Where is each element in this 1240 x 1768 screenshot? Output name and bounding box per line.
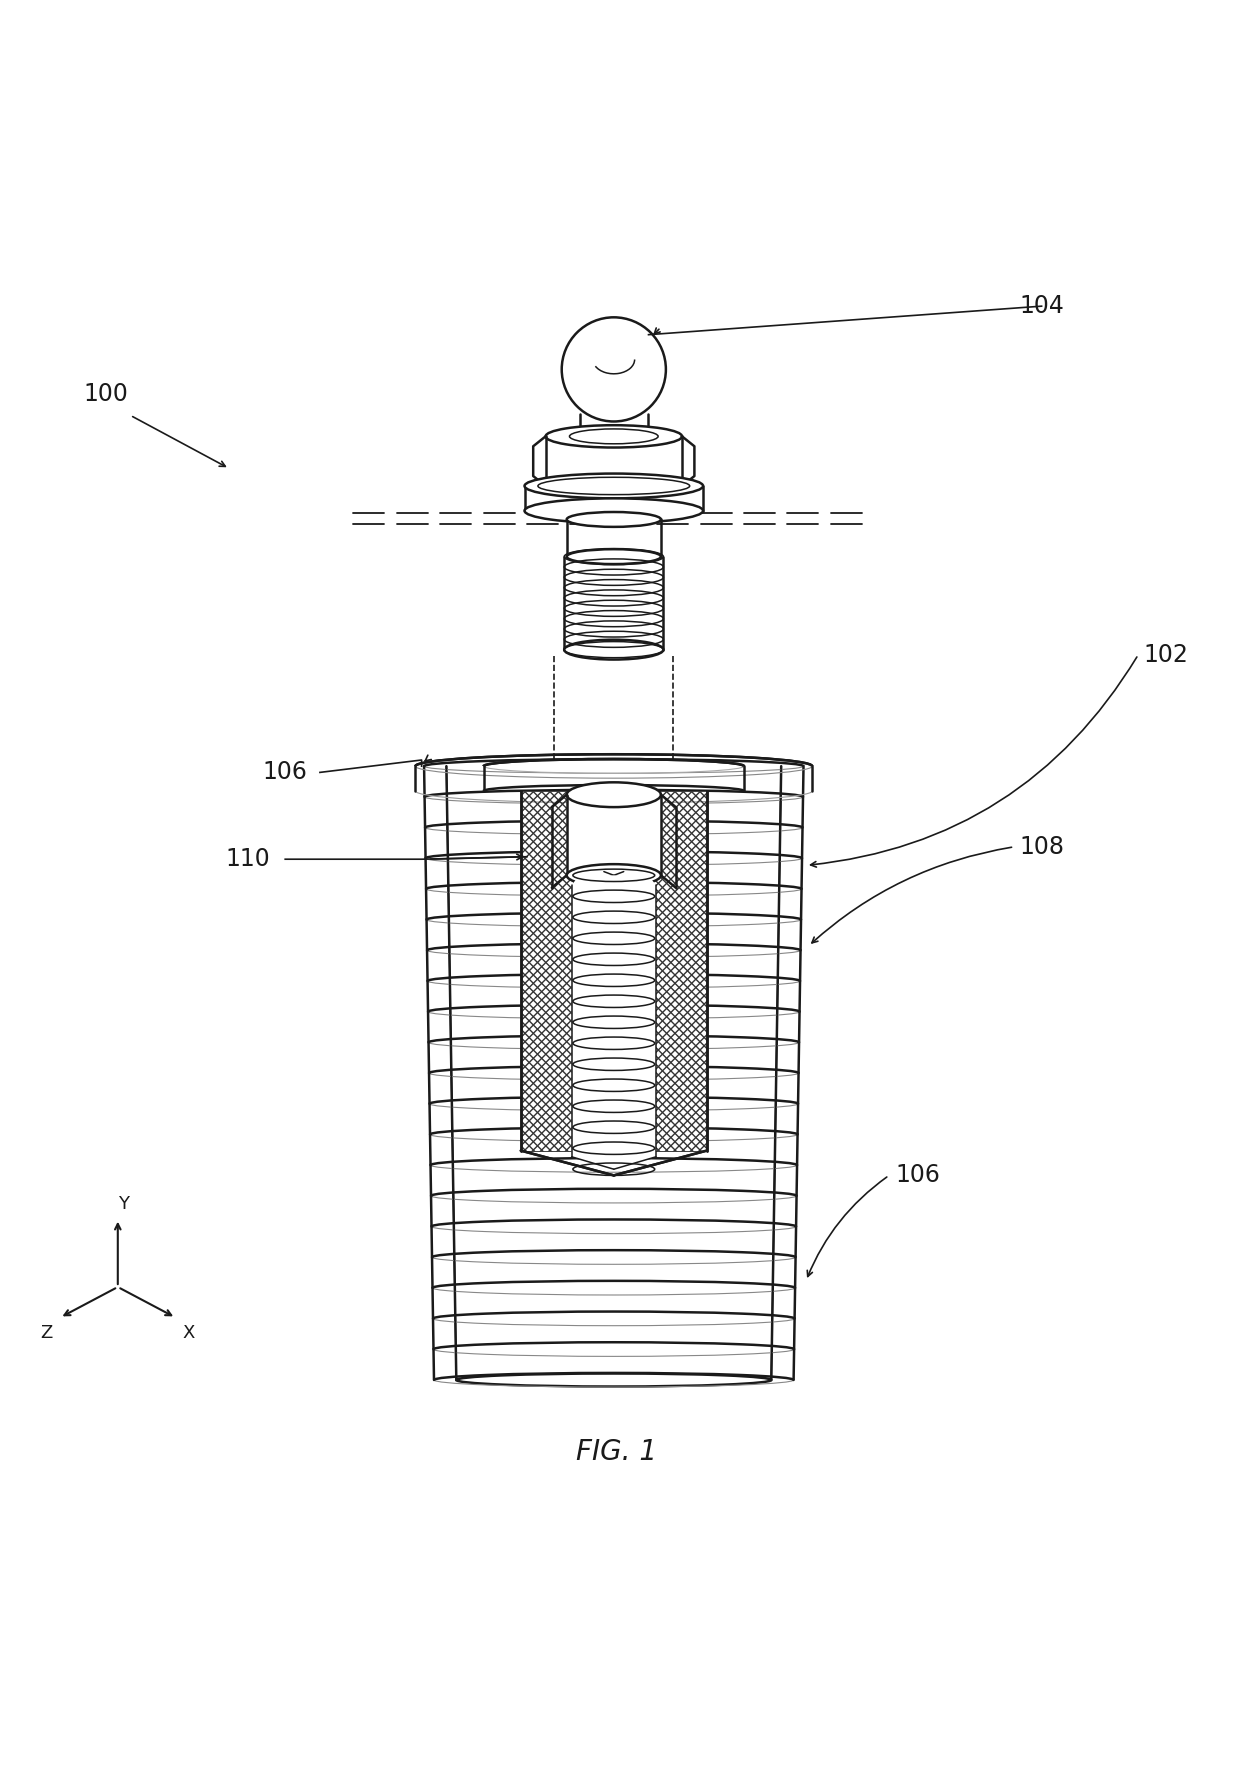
Text: Y: Y <box>119 1195 129 1213</box>
Ellipse shape <box>567 513 661 527</box>
Text: 104: 104 <box>1019 293 1064 318</box>
Ellipse shape <box>546 424 682 447</box>
Text: 110: 110 <box>226 847 270 872</box>
Text: 100: 100 <box>83 382 128 407</box>
Ellipse shape <box>533 476 694 497</box>
Polygon shape <box>572 875 656 1169</box>
Polygon shape <box>521 790 707 1151</box>
Ellipse shape <box>567 781 661 808</box>
Ellipse shape <box>525 499 703 523</box>
Text: 108: 108 <box>1019 834 1064 859</box>
Ellipse shape <box>525 474 703 499</box>
Ellipse shape <box>564 640 663 659</box>
Text: 102: 102 <box>1143 642 1188 667</box>
Text: 106: 106 <box>895 1163 940 1188</box>
Ellipse shape <box>456 1374 771 1386</box>
Text: Z: Z <box>41 1324 52 1342</box>
Ellipse shape <box>567 865 661 886</box>
Text: X: X <box>184 1324 195 1342</box>
Ellipse shape <box>567 550 661 564</box>
Text: FIG. 1: FIG. 1 <box>575 1437 657 1466</box>
Polygon shape <box>567 796 661 875</box>
Text: 106: 106 <box>263 760 308 785</box>
Circle shape <box>562 316 666 421</box>
